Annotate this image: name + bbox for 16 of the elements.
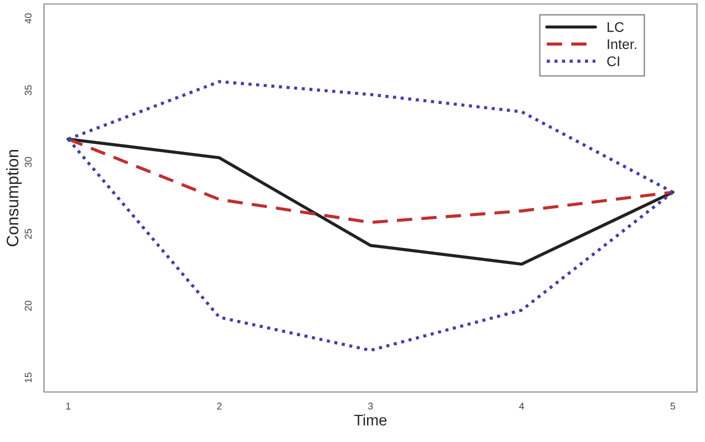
legend-label: CI: [607, 56, 620, 66]
x-tick-label: 2: [217, 402, 222, 410]
legend-label: Inter.: [608, 39, 636, 50]
y-tick-label: 20: [24, 300, 32, 311]
legend-label: LC: [608, 22, 624, 32]
y-tick-label: 40: [24, 13, 32, 24]
y-tick-label: 15: [24, 372, 32, 382]
y-tick-label: 35: [24, 85, 32, 96]
x-tick-label: 1: [66, 402, 70, 410]
y-tick-label: 30: [24, 157, 32, 168]
y-tick-label: 25: [24, 228, 32, 239]
x-tick-label: 3: [368, 402, 373, 410]
x-tick-label: 5: [670, 402, 676, 410]
x-axis-title: Time: [354, 414, 387, 426]
x-tick-label: 4: [519, 402, 524, 410]
y-axis-title: Consumption: [6, 150, 22, 246]
